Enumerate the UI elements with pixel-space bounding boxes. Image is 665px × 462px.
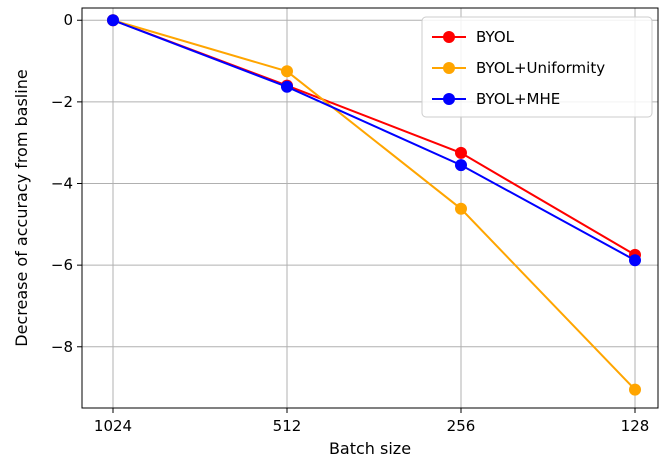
series-1 — [107, 14, 641, 396]
legend-marker — [443, 62, 455, 74]
legend-item: BYOL — [432, 28, 515, 46]
series-line — [112, 19, 636, 391]
legend-frame — [421, 16, 653, 118]
legend-item: BYOL+MHE — [432, 90, 560, 108]
x-axis-label: Batch size — [329, 439, 411, 458]
series-line — [112, 19, 636, 262]
legend-marker — [443, 31, 455, 43]
legend-item: BYOL+Uniformity — [432, 59, 605, 77]
legend-label: BYOL+Uniformity — [476, 59, 605, 77]
y-axis-label: Decrease of accuracy from basline — [12, 69, 31, 346]
data-point — [455, 146, 467, 159]
y-tick-label: 0 — [63, 11, 73, 29]
data-point — [629, 254, 641, 267]
y-tick-label: −2 — [51, 93, 73, 111]
y-tick-label: −8 — [51, 338, 73, 356]
data-point — [281, 80, 293, 93]
axis-ticks: 1024 512 256 128 0 −2 −4 −6 −8 — [51, 11, 649, 435]
data-point — [455, 159, 467, 172]
legend-label: BYOL+MHE — [476, 90, 560, 108]
legend: BYOL BYOL+Uniformity BYOL+MHE — [421, 16, 653, 118]
y-tick-label: −4 — [51, 175, 73, 193]
legend-marker — [443, 93, 455, 105]
series-layer — [107, 14, 641, 396]
plot-frame — [81, 7, 659, 409]
x-tick-label: 512 — [273, 417, 302, 435]
data-point — [629, 383, 641, 396]
series-2 — [107, 14, 641, 267]
x-tick-label: 128 — [621, 417, 650, 435]
data-point — [107, 14, 119, 27]
x-tick-label: 1024 — [94, 417, 132, 435]
legend-label: BYOL — [476, 28, 515, 46]
data-point — [455, 202, 467, 215]
data-point — [281, 65, 293, 78]
x-tick-label: 256 — [447, 417, 476, 435]
y-tick-label: −6 — [51, 256, 73, 274]
